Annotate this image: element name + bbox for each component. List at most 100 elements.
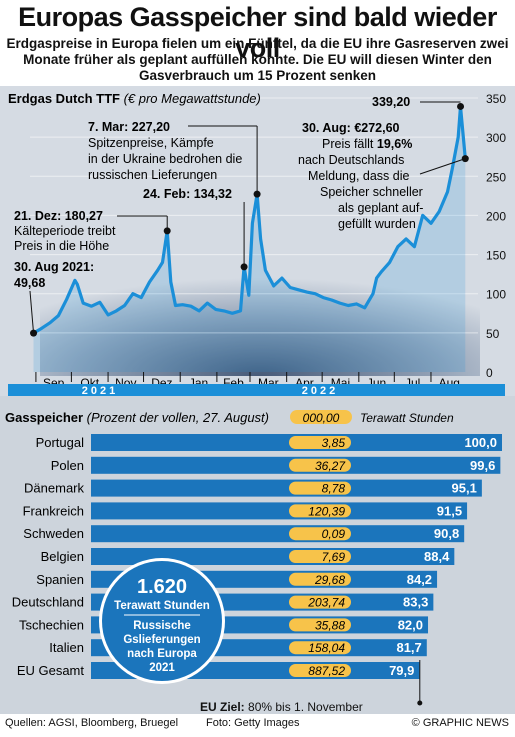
footer-copyright: © GRAPHIC NEWS (411, 717, 509, 729)
storage-twh-value: 35,88 (315, 618, 345, 632)
storage-twh-value: 29,68 (314, 573, 345, 587)
y-tick-label: 150 (486, 249, 506, 263)
annotation-text: Preis in die Höhe (14, 239, 109, 253)
annotation-leader (419, 158, 466, 175)
annotation-text: als geplant auf- (338, 201, 423, 215)
y-tick-label: 250 (486, 170, 506, 184)
eu-goal-label: EU Ziel: (200, 700, 245, 714)
callout-unit: Terawatt Stunden (114, 600, 210, 612)
storage-twh-value: 3,85 (322, 436, 346, 450)
bar-category-label: Tschechien (19, 617, 84, 632)
annotation-label: 30. Aug: €272,60 (302, 121, 400, 135)
annotation-text: Kälteperiode treibt (14, 224, 116, 238)
eu-goal-text: 80% bis 1. November (248, 700, 363, 714)
price-chart-panel: 0 50 100 150 200 250 300 350 Erdgas Dutch TTF (€… (0, 86, 515, 396)
callout-circle (102, 561, 222, 681)
bar-category-label: Spanien (36, 572, 84, 587)
storage-twh-value: 887,52 (308, 664, 345, 678)
annotation-text: Spitzenpreise, Kämpfe (88, 136, 214, 150)
bar-category-label: Dänemark (24, 481, 84, 496)
bar-value-label: 84,2 (407, 572, 432, 587)
background-photo-shade (40, 236, 480, 376)
chart-title: Erdgas Dutch TTF (€ pro Megawattstunde) (8, 91, 261, 106)
storage-twh-pill (289, 595, 351, 609)
price-line-chart: 0 50 100 150 200 250 300 350 Erdgas Dutch TTF (€… (8, 91, 506, 396)
annotation-text: nach Deutschlands (298, 153, 404, 167)
annotation-label: 24. Feb: 134,32 (143, 187, 232, 201)
storage-bar (91, 525, 465, 543)
bar-category-label: Italien (49, 640, 84, 655)
y-tick-label: 0 (486, 366, 493, 380)
eu-goal-note: EU Ziel: 80% bis 1. November (200, 700, 363, 714)
storage-twh-pill (289, 504, 351, 518)
chart-unit-note: (€ pro Megawattstunde) (124, 91, 261, 106)
price-line (32, 104, 467, 335)
storage-header-pill (290, 410, 352, 424)
storage-twh-pill (289, 572, 351, 586)
bar-value-label: 100,0 (464, 435, 497, 450)
bar-chart-title: Gasspeicher (Prozent der vollen, 27. Aug… (5, 410, 269, 425)
storage-bar-panel: Gasspeicher (Prozent der vollen, 27. Aug… (0, 396, 515, 714)
bar-value-label: 82,0 (398, 617, 423, 632)
bar-value-label: 81,7 (396, 640, 421, 655)
y-tick-label: 50 (486, 327, 500, 341)
storage-twh-value: 158,04 (308, 641, 345, 655)
bar-category-label: Schweden (23, 526, 84, 541)
bar-value-label: 91,5 (437, 503, 462, 518)
storage-twh-pill (289, 481, 351, 495)
annotation-dot (457, 102, 465, 110)
y-tick-label: 200 (486, 209, 506, 223)
bar-value-label: 90,8 (434, 526, 459, 541)
bar-value-label: 88,4 (424, 549, 450, 564)
callout-number: 1.620 (137, 576, 187, 598)
storage-twh-pill (289, 527, 351, 541)
page-title: Europas Gasspeicher sind bald wieder vol… (18, 2, 497, 63)
bar-category-label: Polen (51, 458, 84, 473)
callout-text: Russische (133, 620, 191, 632)
storage-twh-pill (289, 641, 351, 655)
storage-twh-value: 203,74 (307, 596, 345, 610)
annotation-value: 49,68 (14, 276, 45, 290)
annotation-text: Speicher schneller (320, 185, 423, 199)
year-band (8, 384, 505, 396)
year-label: 2022 (302, 385, 338, 396)
callout-text: 2021 (149, 662, 175, 674)
annotation-label: 30. Aug 2021: (14, 260, 94, 274)
storage-twh-value: 8,78 (322, 482, 346, 496)
footer-sources: Quellen: AGSI, Bloomberg, Bruegel (5, 717, 179, 729)
annotation-text: gefüllt wurden (338, 217, 416, 231)
callout-text: Gslieferungen (123, 634, 200, 646)
eu-goal-marker-dot (417, 700, 423, 706)
storage-header-unit: Terawatt Stunden (360, 411, 454, 425)
callout-text: nach Europa (127, 648, 197, 660)
y-tick-label: 350 (486, 92, 506, 106)
annotation-leader (29, 290, 35, 334)
annotation-label: 7. Mar: 227,20 (88, 120, 170, 134)
storage-twh-pill (289, 550, 351, 563)
storage-twh-value: 7,69 (322, 550, 346, 564)
footer-photo-credit: Foto: Getty Images (206, 717, 300, 729)
storage-twh-pill (289, 618, 351, 632)
storage-twh-pill (289, 458, 351, 472)
bar-category-label: Deutschland (12, 595, 84, 610)
annotation-text: russischen Lieferungen (88, 168, 217, 182)
storage-twh-pill (289, 664, 351, 677)
storage-twh-pill (289, 436, 351, 449)
storage-header-label: 000,00 (303, 411, 340, 425)
storage-twh-value: 0,09 (322, 527, 346, 541)
bar-category-label: Portugal (36, 435, 85, 450)
annotation-label: 21. Dez: 180,27 (14, 209, 103, 223)
bar-category-label: EU Gesamt (17, 663, 85, 678)
bar-value-label: 79,9 (389, 663, 414, 678)
bar-value-label: 95,1 (452, 481, 477, 496)
storage-bar-chart: Gasspeicher (Prozent der vollen, 27. Aug… (5, 410, 502, 706)
storage-bar (91, 479, 482, 497)
annotation-text: in der Ukraine bedrohen die (88, 152, 242, 166)
annotation-value: 19,6% (377, 137, 412, 151)
storage-bar (91, 548, 455, 565)
bar-category-label: Belgien (41, 549, 84, 564)
annotation-text: Preis fällt 19,6% (322, 137, 412, 151)
bar-value-label: 99,6 (470, 458, 495, 473)
bar-category-label: Frankreich (23, 503, 84, 518)
bar-value-label: 83,3 (403, 595, 428, 610)
